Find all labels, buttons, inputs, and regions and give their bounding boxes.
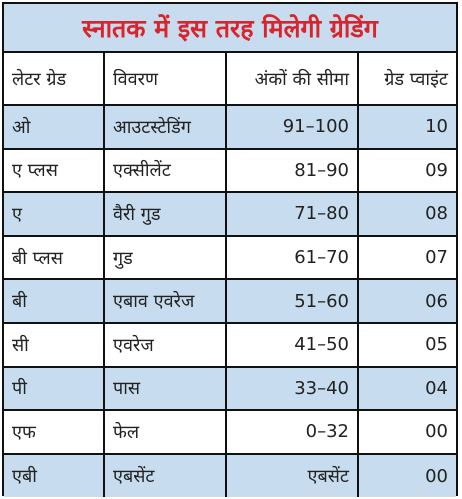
header-cell: लेटर ग्रेड — [4, 53, 105, 106]
table-cell: सी — [4, 321, 105, 368]
table-cell: 00 — [357, 409, 456, 455]
table-row: एबी एबसेंट एबसेंट 00 — [4, 452, 456, 498]
table-cell: 10 — [357, 104, 456, 150]
table-row: सी एवरेज 41–50 05 — [4, 321, 456, 368]
table-cell: 00 — [357, 452, 456, 498]
table-cell: 81–90 — [225, 147, 359, 194]
table-cell: 0–32 — [225, 409, 359, 455]
table-row: पी पास 33–40 04 — [4, 365, 456, 412]
table-cell: बी — [4, 278, 105, 324]
table-cell: आउटस्टेडिंग — [103, 104, 227, 150]
table-row: एफ फेल 0–32 00 — [4, 409, 456, 455]
table-row: ए वैरी गुड 71–80 08 — [4, 191, 456, 237]
table-cell: एबी — [4, 452, 105, 498]
header-cell: ग्रेड प्वाइंट — [357, 53, 456, 106]
table-cell: 06 — [357, 278, 456, 324]
table-cell: एबसेंट — [225, 452, 359, 498]
table-cell: 07 — [357, 234, 456, 281]
header-cell: अंकों की सीमा — [225, 53, 359, 106]
table-title: स्नातक में इस तरह मिलेगी ग्रेडिंग — [4, 4, 456, 53]
table-cell: ए प्लस — [4, 147, 105, 194]
table-row: बी एबाव एवरेज 51–60 06 — [4, 278, 456, 324]
table-cell: एबाव एवरेज — [103, 278, 227, 324]
table-cell: एबसेंट — [103, 452, 227, 498]
table-cell: 61–70 — [225, 234, 359, 281]
header-row: लेटर ग्रेड विवरण अंकों की सीमा ग्रेड प्वाइं… — [4, 53, 456, 106]
header-cell: विवरण — [103, 53, 227, 106]
table-cell: बी प्लस — [4, 234, 105, 281]
table-cell: 91–100 — [225, 104, 359, 150]
table-cell: वैरी गुड — [103, 191, 227, 237]
table-cell: पास — [103, 365, 227, 412]
table-cell: 41–50 — [225, 321, 359, 368]
table-cell: एफ — [4, 409, 105, 455]
table-cell: ए — [4, 191, 105, 237]
table-row: ओ आउटस्टेडिंग 91–100 10 — [4, 104, 456, 150]
table-row: बी प्लस गुड 61–70 07 — [4, 234, 456, 281]
table-cell: गुड — [103, 234, 227, 281]
table-cell: फेल — [103, 409, 227, 455]
table-cell: एवरेज — [103, 321, 227, 368]
table-row: ए प्लस एक्सीलेंट 81–90 09 — [4, 147, 456, 194]
table-cell: 71–80 — [225, 191, 359, 237]
table-cell: एक्सीलेंट — [103, 147, 227, 194]
table-cell: 09 — [357, 147, 456, 194]
table-cell: 51–60 — [225, 278, 359, 324]
table-cell: पी — [4, 365, 105, 412]
table-cell: 08 — [357, 191, 456, 237]
table-cell: 33–40 — [225, 365, 359, 412]
grading-table: लेटर ग्रेड विवरण अंकों की सीमा ग्रेड प्वाइं… — [4, 53, 456, 498]
table-cell: ओ — [4, 104, 105, 150]
table-cell: 04 — [357, 365, 456, 412]
table-cell: 05 — [357, 321, 456, 368]
